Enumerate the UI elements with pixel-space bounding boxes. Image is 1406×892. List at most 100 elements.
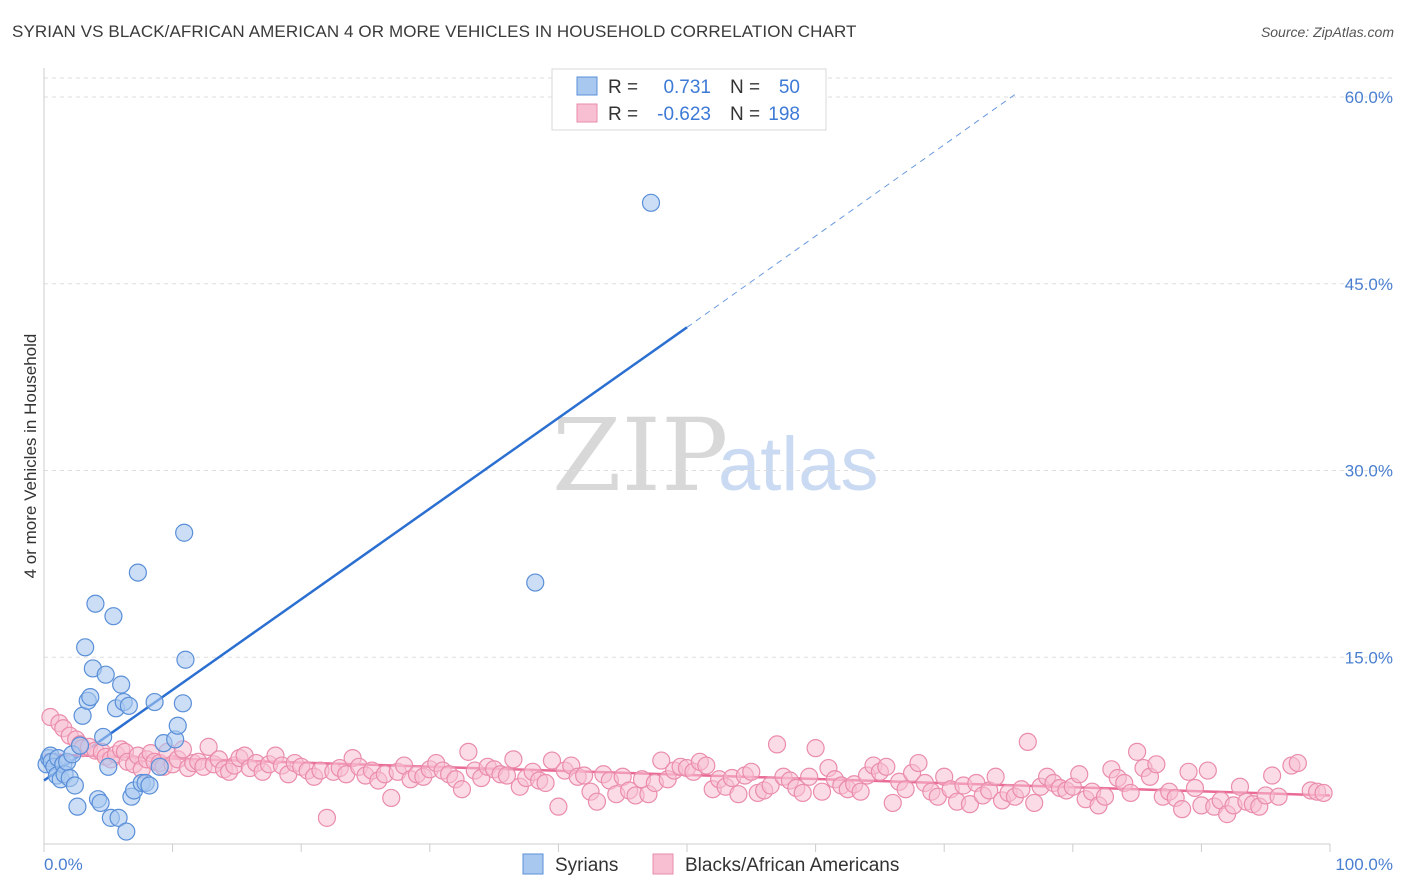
data-point-blacks bbox=[1025, 793, 1044, 813]
data-point-blacks bbox=[1173, 800, 1192, 819]
bottom-legend-swatch-syrians bbox=[522, 853, 544, 875]
data-point-blacks bbox=[1185, 778, 1205, 798]
data-point-blacks bbox=[761, 776, 780, 795]
data-point-blacks bbox=[1012, 780, 1031, 799]
data-point-blacks bbox=[1095, 787, 1115, 806]
data-point-blacks bbox=[504, 750, 523, 769]
data-point-blacks bbox=[497, 766, 517, 785]
data-point-blacks bbox=[1070, 765, 1089, 784]
data-point-blacks bbox=[1127, 742, 1147, 761]
data-point-blacks bbox=[1198, 761, 1217, 780]
data-point-blacks bbox=[587, 792, 607, 811]
data-point-syrians bbox=[526, 573, 545, 592]
data-point-syrians bbox=[176, 650, 195, 669]
y-tick-labels: 15.0% 30.0% 45.0% 60.0% bbox=[1345, 88, 1393, 667]
data-point-blacks bbox=[1018, 732, 1037, 752]
data-point-blacks bbox=[851, 782, 870, 801]
legend-n-value-1: 50 bbox=[779, 77, 800, 98]
y-axis-label: 4 or more Vehicles in Household bbox=[21, 334, 40, 579]
data-point-syrians bbox=[70, 736, 90, 755]
data-point-blacks bbox=[1179, 762, 1198, 781]
y-tick-label-30: 30.0% bbox=[1345, 462, 1393, 481]
data-point-syrians bbox=[81, 687, 100, 707]
data-point-syrians bbox=[76, 638, 95, 657]
legend-n-label-2: N = bbox=[730, 104, 760, 125]
legend-n-label-1: N = bbox=[730, 77, 760, 98]
data-point-blacks bbox=[793, 783, 812, 803]
data-point-blacks bbox=[883, 793, 902, 813]
gridlines bbox=[44, 77, 1394, 658]
data-point-blacks bbox=[575, 766, 594, 785]
data-point-blacks bbox=[729, 785, 748, 804]
data-point-blacks bbox=[742, 762, 761, 781]
data-point-blacks bbox=[1121, 783, 1140, 803]
data-point-syrians bbox=[150, 757, 169, 776]
source-label: Source: ZipAtlas.com bbox=[1260, 24, 1394, 40]
bottom-legend-syrians: Syrians bbox=[555, 855, 618, 876]
data-point-blacks bbox=[459, 742, 478, 761]
x-tick-labels: 0.0% 100.0% bbox=[44, 855, 1393, 874]
data-point-blacks bbox=[877, 757, 896, 776]
data-point-syrians bbox=[128, 563, 147, 582]
legend-n-value-2: 198 bbox=[768, 104, 800, 125]
data-point-syrians bbox=[117, 822, 136, 841]
data-point-blacks bbox=[1263, 766, 1282, 785]
data-point-syrians bbox=[109, 808, 128, 827]
data-point-syrians bbox=[104, 607, 123, 626]
data-point-syrians bbox=[119, 696, 138, 715]
series-syrians-points bbox=[37, 193, 661, 841]
bottom-legend-blacks: Blacks/African Americans bbox=[685, 855, 899, 876]
watermark: ZIP atlas bbox=[552, 397, 879, 514]
x-tick-label-100: 100.0% bbox=[1335, 855, 1393, 874]
data-point-blacks bbox=[697, 756, 716, 775]
x-tick-label-0: 0.0% bbox=[44, 855, 83, 874]
data-point-blacks bbox=[452, 780, 472, 799]
data-point-syrians bbox=[140, 776, 159, 795]
data-point-blacks bbox=[1314, 783, 1333, 803]
data-point-syrians bbox=[86, 594, 105, 613]
chart-title: SYRIAN VS BLACK/AFRICAN AMERICAN 4 OR MO… bbox=[12, 22, 857, 41]
data-point-blacks bbox=[199, 737, 218, 756]
data-point-syrians bbox=[94, 727, 113, 747]
trend-line-syrians-extension bbox=[686, 94, 1016, 328]
legend-swatch-blacks bbox=[576, 103, 598, 123]
data-point-syrians bbox=[145, 692, 164, 712]
data-point-blacks bbox=[1288, 753, 1307, 773]
series-legend: Syrians Blacks/African Americans bbox=[522, 853, 899, 876]
data-point-syrians bbox=[91, 793, 110, 813]
data-point-syrians bbox=[175, 523, 194, 542]
watermark-zip: ZIP bbox=[552, 397, 728, 514]
data-point-syrians bbox=[65, 776, 84, 795]
legend-r-value-2: -0.623 bbox=[657, 104, 711, 125]
data-point-blacks bbox=[800, 767, 819, 786]
data-point-blacks bbox=[542, 751, 562, 770]
data-point-blacks bbox=[767, 735, 787, 754]
data-point-blacks bbox=[896, 780, 915, 799]
series-blacks-points bbox=[41, 707, 1333, 827]
data-point-blacks bbox=[806, 739, 825, 758]
data-point-blacks bbox=[960, 795, 980, 814]
data-point-blacks bbox=[909, 753, 928, 773]
data-point-syrians bbox=[641, 193, 661, 212]
data-point-syrians bbox=[68, 797, 87, 816]
data-point-syrians bbox=[168, 716, 187, 735]
watermark-atlas: atlas bbox=[718, 422, 879, 507]
data-point-blacks bbox=[812, 782, 832, 801]
legend-r-value-1: 0.731 bbox=[663, 77, 711, 98]
data-point-syrians bbox=[96, 665, 115, 684]
y-tick-label-45: 45.0% bbox=[1345, 275, 1393, 294]
legend-swatch-syrians bbox=[576, 76, 598, 96]
data-point-syrians bbox=[99, 757, 118, 776]
data-point-blacks bbox=[536, 773, 555, 793]
y-tick-label-60: 60.0% bbox=[1345, 88, 1393, 107]
data-point-syrians bbox=[173, 694, 192, 713]
bottom-legend-swatch-blacks bbox=[652, 853, 674, 875]
data-point-blacks bbox=[1230, 777, 1250, 796]
data-point-blacks bbox=[317, 808, 337, 827]
data-point-blacks bbox=[986, 767, 1005, 786]
legend-r-label-2: R = bbox=[608, 104, 638, 125]
y-tick-label-15: 15.0% bbox=[1345, 648, 1393, 667]
data-point-blacks bbox=[652, 751, 671, 770]
data-point-blacks bbox=[1147, 755, 1166, 774]
